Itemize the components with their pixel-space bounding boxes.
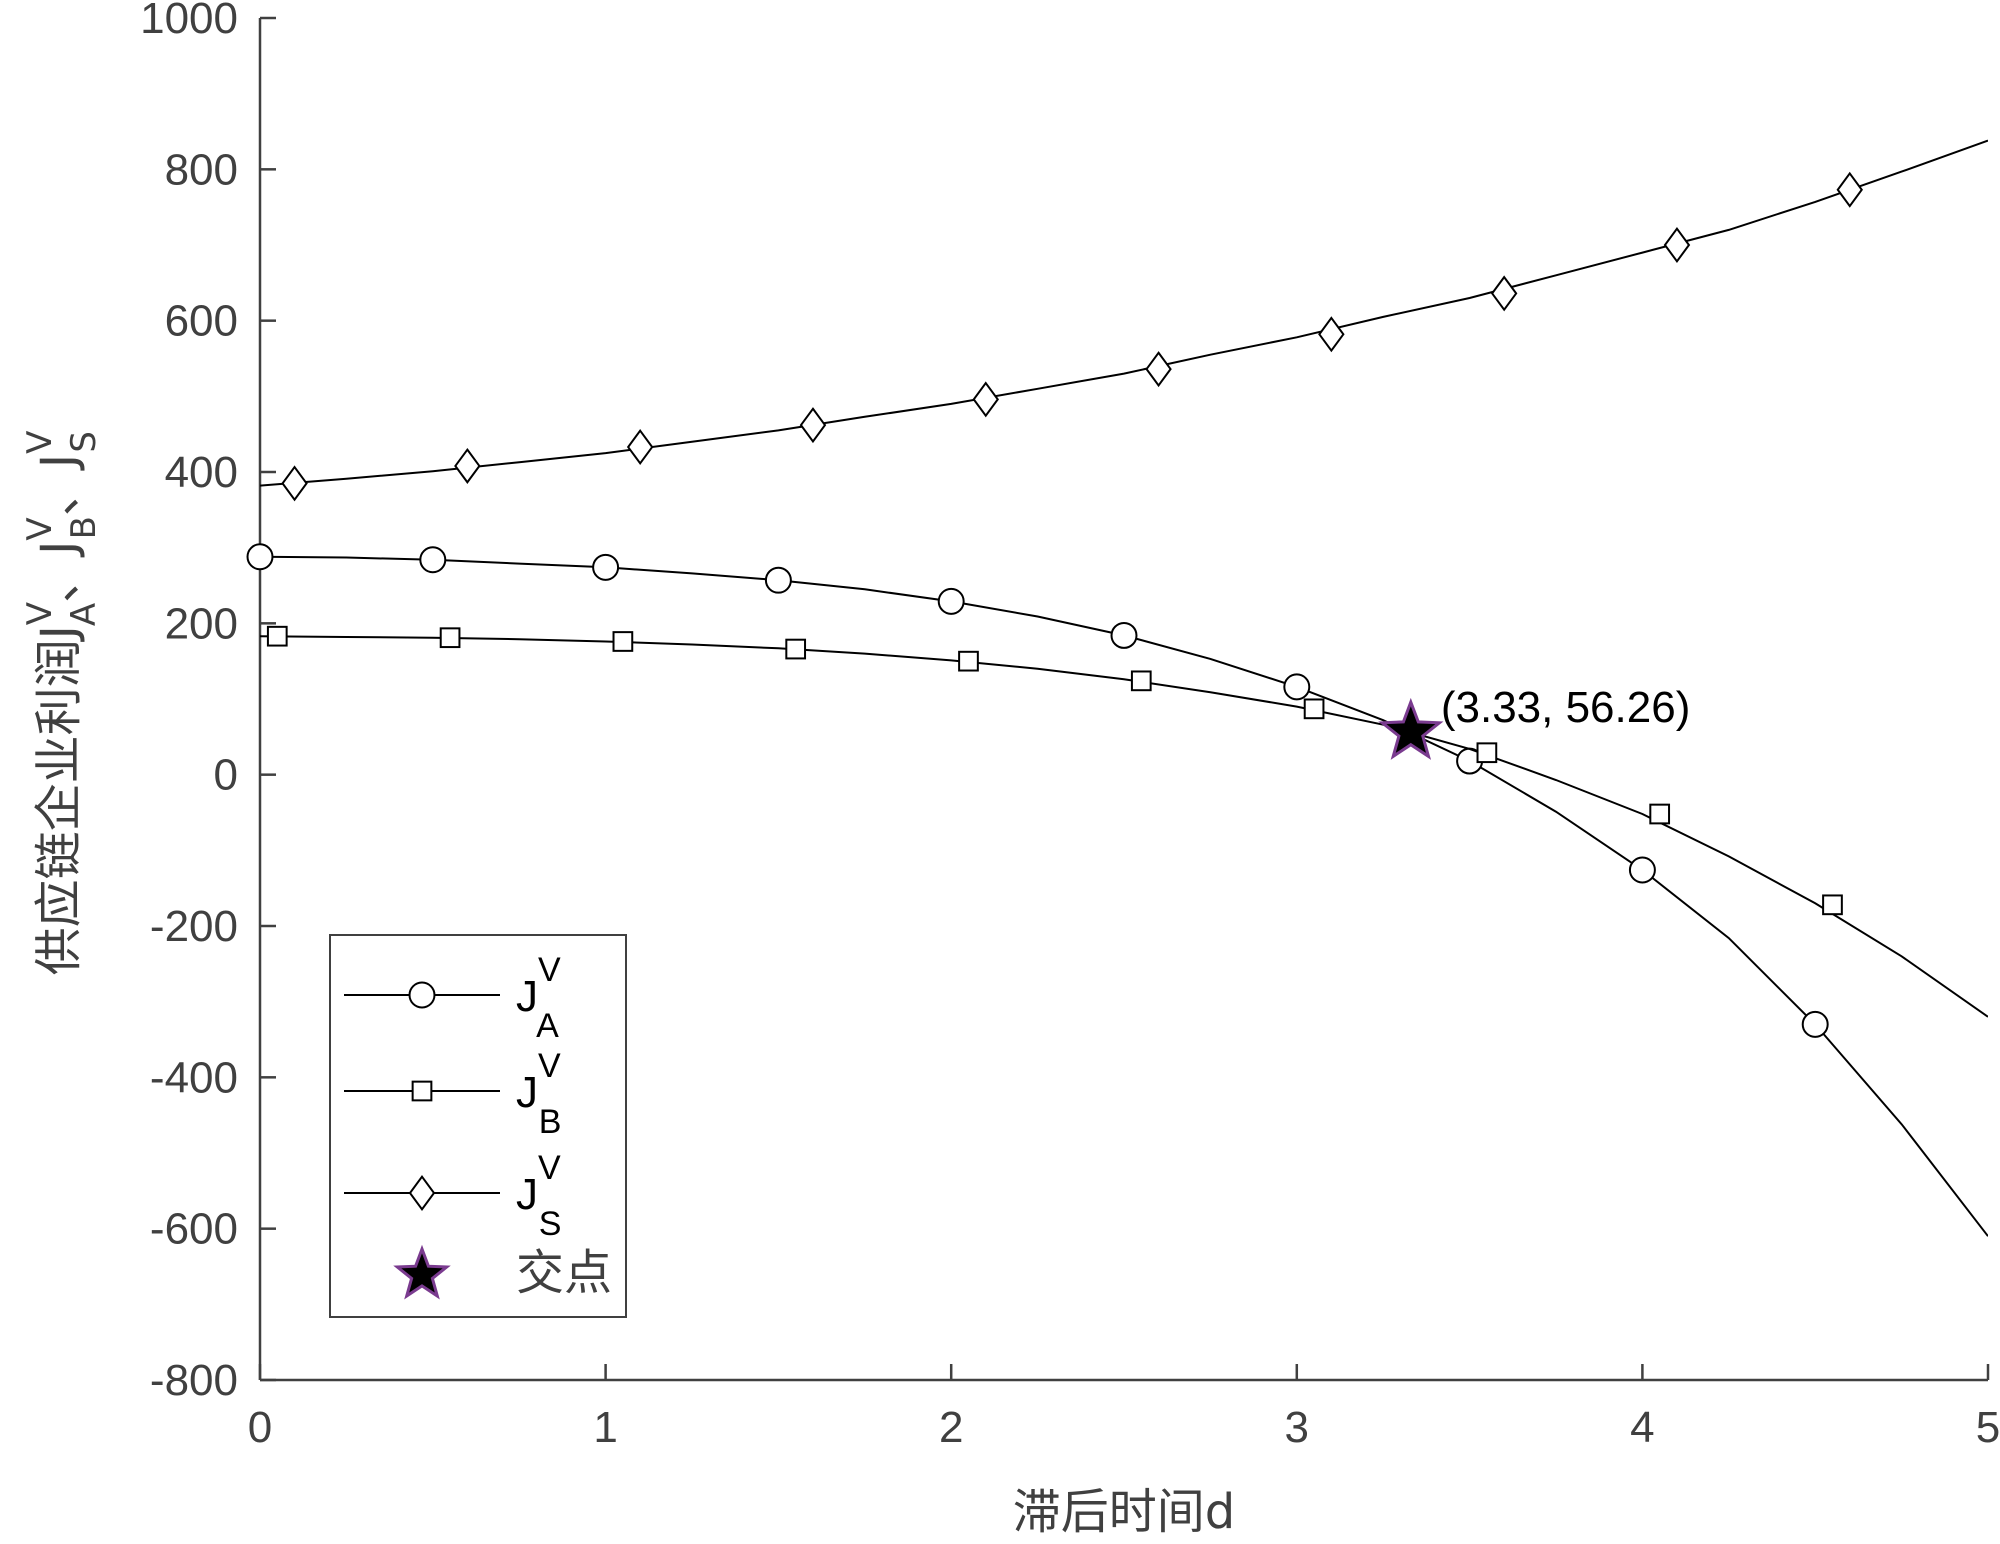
x-tick-label: 5	[1976, 1403, 2000, 1452]
y-axis-title-main: 供应链企业利润	[31, 639, 87, 975]
legend-label-base: J	[516, 972, 538, 1021]
y-tick-label: 0	[214, 751, 238, 800]
legend-label-base: J	[516, 1170, 538, 1219]
y-axis-term-base: J	[31, 454, 87, 471]
data-point	[1110, 621, 1138, 649]
legend-label-sup: V	[538, 1047, 561, 1085]
y-axis-term-sup: V	[20, 517, 60, 540]
y-tick-label: -400	[150, 1053, 238, 1102]
data-point	[592, 553, 620, 581]
data-point	[1145, 351, 1172, 388]
data-point	[1130, 670, 1152, 692]
x-axis-title: 滞后时间d	[1013, 1484, 1235, 1540]
series-line	[260, 635, 1988, 1018]
intersection-star-icon	[1378, 697, 1444, 760]
y-axis-term-sep: 、	[31, 555, 87, 603]
y-tick-label: 800	[165, 145, 238, 194]
data-point	[454, 447, 481, 484]
y-tick-label: 1000	[140, 0, 238, 43]
legend-label-sub: A	[536, 1007, 559, 1045]
legend-label-sup: V	[538, 951, 561, 989]
data-point	[419, 546, 447, 574]
legend-label-sub: S	[539, 1205, 562, 1243]
data-point	[1663, 226, 1691, 264]
data-point	[439, 627, 461, 649]
series-markers-circle	[246, 543, 1829, 1038]
intersection-point	[1378, 697, 1444, 760]
y-tick-label: 600	[165, 297, 238, 346]
y-tick-label: -200	[150, 902, 238, 951]
data-point	[626, 429, 654, 466]
legend-label: JV S	[516, 1149, 561, 1243]
data-point	[281, 465, 308, 502]
data-point	[266, 625, 288, 647]
y-tick-label: -800	[150, 1356, 238, 1405]
x-tick-label: 0	[248, 1403, 272, 1452]
data-point	[1649, 803, 1671, 825]
data-point	[764, 566, 792, 594]
y-axis-term-sup: V	[20, 431, 60, 454]
legend-item: 交点	[393, 1244, 612, 1301]
legend-marker-diamond-icon	[408, 1174, 436, 1212]
legend-label: JV A	[516, 951, 561, 1045]
y-tick-label: -600	[150, 1205, 238, 1254]
y-axis-term-base: J	[31, 625, 87, 642]
data-point	[1801, 1010, 1829, 1038]
y-axis-term-sep: 、	[31, 468, 87, 516]
y-tick-label: 200	[165, 599, 238, 648]
legend-item: JV A	[344, 951, 561, 1045]
y-axis-term-base: J	[31, 541, 87, 558]
y-tick-label: 400	[165, 448, 238, 497]
series-markers-square	[266, 625, 1843, 916]
legend-marker-star-icon	[393, 1244, 451, 1300]
y-axis-term-sup: V	[20, 602, 60, 625]
legend-label-sup: V	[538, 1149, 561, 1187]
y-axis-title-text: 供应链企业利润JV A、JV B、JV S	[20, 431, 104, 976]
data-point	[1318, 316, 1345, 353]
data-point	[1476, 742, 1498, 764]
data-point	[246, 543, 274, 571]
series-markers-diamond	[281, 171, 1864, 502]
legend-label-base: J	[516, 1068, 538, 1117]
data-point	[1628, 856, 1656, 884]
data-point	[1283, 673, 1311, 701]
intersection-label: (3.33, 56.26)	[1441, 683, 1691, 732]
data-point	[785, 638, 807, 660]
y-axis-term-sub: A	[64, 603, 104, 626]
data-point	[799, 407, 827, 444]
legend-marker-circle-icon	[408, 981, 436, 1009]
data-point	[1822, 894, 1843, 916]
data-point	[1490, 275, 1518, 312]
data-point	[1836, 171, 1864, 208]
data-point	[972, 381, 1000, 418]
y-axis-term-sub: S	[64, 431, 104, 453]
x-tick-label: 1	[593, 1403, 617, 1452]
legend-item: JV S	[344, 1149, 561, 1243]
x-tick-label: 2	[939, 1403, 963, 1452]
data-point	[1303, 698, 1325, 720]
legend-box	[329, 934, 627, 1318]
y-axis-title: 供应链企业利润JV A、JV B、JV S	[20, 431, 104, 976]
series-line	[260, 139, 1988, 487]
data-point	[612, 631, 634, 652]
x-tick-label: 3	[1285, 1403, 1309, 1452]
legend: JV AJV BJV S交点	[329, 934, 627, 1318]
x-tick-label: 4	[1630, 1403, 1654, 1452]
data-point	[937, 587, 965, 615]
legend-label: 交点	[516, 1245, 612, 1301]
legend-label: JV B	[516, 1047, 561, 1141]
legend-item: JV B	[344, 1047, 561, 1141]
legend-label-sub: B	[539, 1103, 562, 1141]
series-square	[260, 635, 1988, 1018]
legend-marker-square-icon	[411, 1080, 433, 1102]
data-point	[958, 650, 979, 672]
series-diamond	[260, 139, 1988, 487]
y-axis-term-sub: B	[64, 516, 104, 539]
